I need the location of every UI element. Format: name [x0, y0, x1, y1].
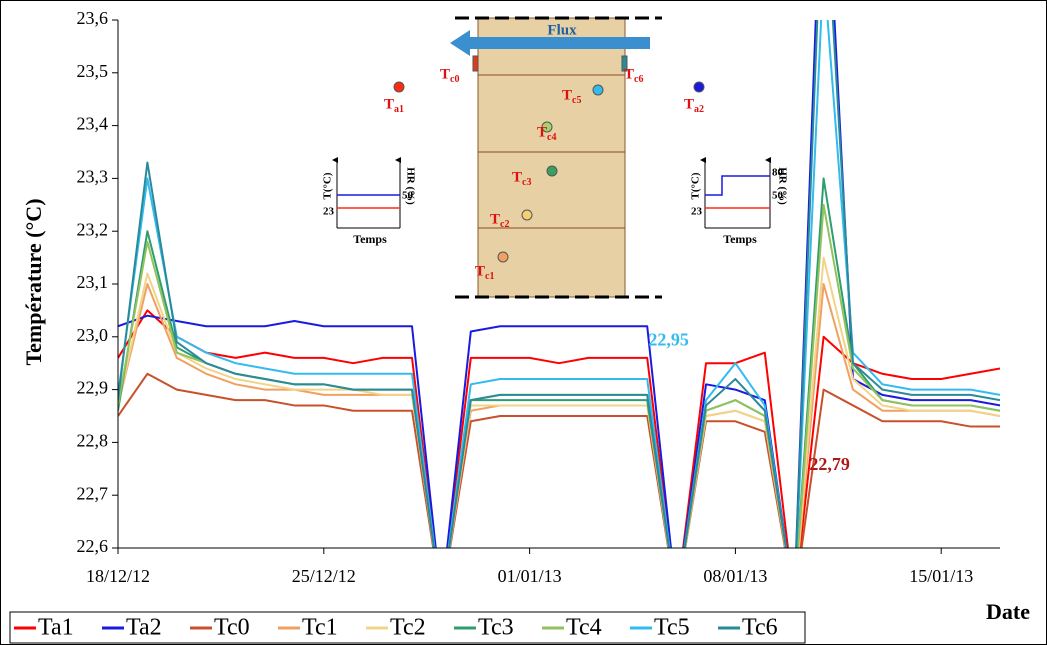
x-tick-label: 15/01/13 [909, 566, 973, 586]
series-line [118, 20, 1000, 548]
y-tick-label: 23,2 [77, 219, 109, 239]
y-tick-label: 22,9 [77, 378, 109, 398]
mini-hr-label: 50 [772, 190, 784, 202]
y-tick-label: 22,7 [77, 483, 109, 503]
sensor [497, 251, 509, 263]
flux-label: Flux [547, 22, 577, 38]
mini-x-title: Temps [353, 232, 387, 246]
mini-hr-label: 80 [772, 167, 784, 179]
mini-t-label: 23 [323, 206, 335, 218]
mini-y-title: T(°C) [690, 172, 702, 199]
mini-y-title: T(°C) [322, 172, 334, 199]
data-label: 22,95 [648, 329, 689, 349]
y-tick-label: 23,3 [77, 167, 109, 187]
sensor [592, 84, 604, 96]
y-axis-title: Température (°C) [21, 198, 46, 365]
legend-label: Ta1 [38, 615, 74, 641]
mini-hr [705, 175, 770, 196]
legend-label: Tc1 [302, 615, 338, 641]
mini-hr-label: 50 [402, 190, 414, 202]
legend-label: Tc4 [566, 615, 602, 641]
y-tick-label: 23,6 [77, 8, 109, 28]
sensor [546, 165, 558, 177]
inset-diagram: Flux T(°C) HR (%) 23 50 Temps T(°C) HR (… [322, 16, 788, 299]
x-tick-label: 18/12/12 [86, 566, 150, 586]
plot-area [118, 20, 1000, 548]
x-tick-label: 08/01/13 [703, 566, 767, 586]
mini-y2-title: HR (%) [776, 167, 788, 205]
sensor [521, 209, 533, 221]
legend-label: Tc0 [214, 615, 250, 641]
y-tick-label: 22,8 [77, 431, 109, 451]
sensor [393, 81, 405, 93]
legend [9, 611, 806, 644]
y-tick-label: 22,6 [77, 536, 109, 556]
y-tick-label: 23,4 [77, 114, 109, 134]
series-line [118, 372, 1000, 548]
legend-label: Tc6 [742, 615, 778, 641]
y-tick-label: 23,1 [77, 272, 109, 292]
wall [477, 17, 626, 298]
y-tick-label: 23,0 [77, 325, 109, 345]
sensor [621, 55, 628, 72]
mini-t-label: 23 [691, 206, 703, 218]
x-tick-label: 25/12/12 [292, 566, 356, 586]
series-line [118, 256, 1000, 548]
legend-label: Tc5 [654, 615, 690, 641]
legend-label: Tc2 [390, 615, 426, 641]
x-axis-title: Date [986, 599, 1030, 624]
data-label: 22,79 [809, 454, 850, 474]
sensor [693, 81, 705, 93]
mini-y2-title: HR (%) [404, 167, 416, 205]
x-tick-label: 01/01/13 [498, 566, 562, 586]
sensor [541, 121, 553, 133]
legend-label: Ta2 [126, 615, 162, 641]
flux-arrow [450, 30, 650, 56]
legend-label: Tc3 [478, 615, 514, 641]
mini-x-title: Temps [723, 232, 757, 246]
y-tick-label: 23,5 [77, 61, 109, 81]
sensor [472, 55, 479, 72]
